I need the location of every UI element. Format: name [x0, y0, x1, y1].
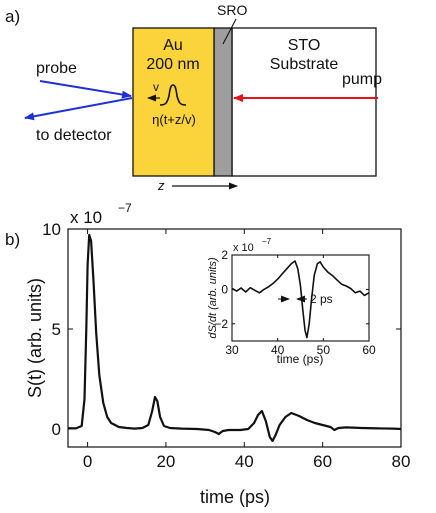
main-y-axis-label: S(t) (arb. units)	[25, 278, 45, 398]
inset-x-tick-label: 60	[362, 343, 376, 357]
inset-x-axis-label: time (ps)	[277, 352, 324, 366]
inset-exponent-label: x 10	[233, 242, 254, 254]
sro-pointer-line	[222, 18, 237, 45]
main-y-tick-label: 0	[52, 420, 61, 439]
pulse-function-label: η(t+z/v)	[152, 112, 196, 127]
main-chart-frame	[67, 228, 402, 448]
inset-x-ticks: 30 40 50 60	[225, 255, 376, 357]
inset-x-tick-label: 40	[271, 343, 285, 357]
substrate-label: Substrate	[270, 56, 339, 73]
probe-label: probe	[36, 60, 77, 77]
au-layer	[132, 27, 215, 177]
sto-label: STO	[288, 37, 321, 54]
main-x-tick-label: 40	[235, 452, 254, 471]
sto-substrate-layer	[231, 27, 377, 177]
main-exponent-power: −7	[118, 201, 132, 215]
main-series-line	[67, 233, 402, 443]
main-y-tick-label: 10	[42, 220, 61, 239]
au-label: Au	[163, 37, 183, 54]
sro-label: SRO	[217, 2, 247, 18]
velocity-label: v	[153, 80, 159, 94]
main-x-tick-label: 60	[313, 452, 332, 471]
inset-y-axis-label: dS/dt (arb. units)	[207, 257, 219, 339]
pump-label: pump	[342, 71, 382, 88]
inset-y-tick-label: 0	[221, 283, 228, 297]
main-y-tick-label: 5	[52, 320, 61, 339]
sro-layer	[213, 27, 233, 177]
strain-pulse-shape	[159, 84, 187, 106]
inset-series-line	[231, 260, 370, 339]
panel-a-label: a)	[5, 7, 20, 26]
main-x-tick-label: 20	[156, 452, 175, 471]
panel-a-diagram: a) Au 200 nm SRO STO Substrate probe to …	[5, 2, 382, 193]
z-axis-label: z	[157, 178, 165, 193]
probe-beam-arrow	[39, 80, 132, 99]
inset-exponent-power: −7	[262, 237, 272, 246]
inset-x-tick-label: 50	[317, 343, 331, 357]
main-exponent-label: x 10	[70, 208, 102, 227]
main-x-ticks: 0 20 40 60 80	[83, 229, 411, 471]
inset-chart-frame	[231, 254, 370, 342]
panel-b-label: b)	[5, 230, 20, 249]
main-x-axis-label: time (ps)	[200, 487, 270, 507]
inset-annotation-label: 2 ps	[310, 292, 333, 306]
detector-label: to detector	[36, 127, 112, 144]
main-x-tick-label: 0	[83, 452, 92, 471]
main-x-tick-label: 80	[392, 452, 411, 471]
inset-x-tick-label: 30	[225, 343, 239, 357]
detector-beam-arrow	[24, 97, 133, 121]
inset-y-tick-label: −2	[214, 317, 228, 331]
inset-chart: x 10 −7 30 40 50 60 −2 0 2 2 ps time (ps) dS/…	[207, 237, 376, 366]
au-thickness-label: 200 nm	[146, 56, 199, 73]
inset-y-tick-label: 2	[221, 248, 228, 262]
